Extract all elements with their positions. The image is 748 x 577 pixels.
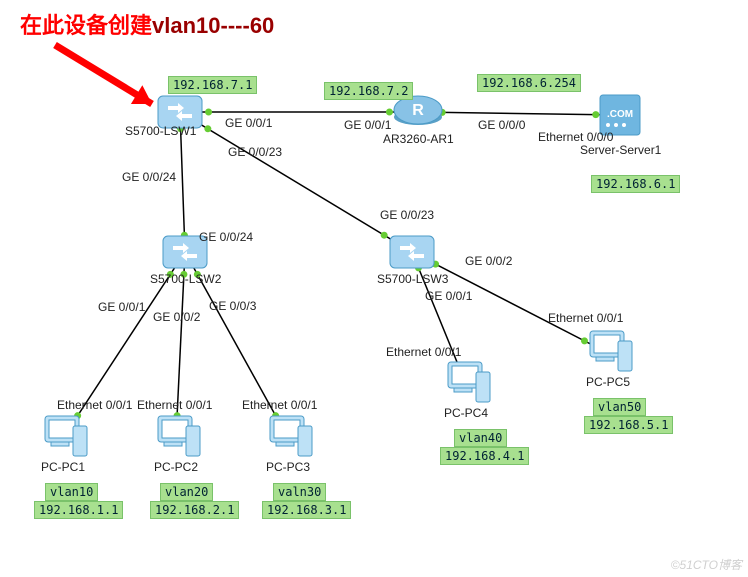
ip-label: valn30 (273, 483, 326, 501)
ip-label: 192.168.3.1 (262, 501, 351, 519)
diagram-canvas: R .COM 在此设备创建vlan10----60 ©51CTO博客 GE 0/0… (0, 0, 748, 577)
device-label: S5700-LSW3 (377, 272, 448, 286)
port-label: GE 0/0/1 (225, 116, 272, 130)
ip-label: vlan40 (454, 429, 507, 447)
port-label: GE 0/0/23 (228, 145, 282, 159)
device-label: PC-PC5 (586, 375, 630, 389)
ip-label: 192.168.7.2 (324, 82, 413, 100)
port-label: GE 0/0/1 (98, 300, 145, 314)
port-label: Ethernet 0/0/1 (548, 311, 623, 325)
port-label: Ethernet 0/0/1 (137, 398, 212, 412)
device-label: PC-PC1 (41, 460, 85, 474)
port-label: Ethernet 0/0/1 (386, 345, 461, 359)
ip-label: vlan10 (45, 483, 98, 501)
ip-label: 192.168.2.1 (150, 501, 239, 519)
svg-text:.COM: .COM (607, 109, 633, 120)
device-label: S5700-LSW2 (150, 272, 221, 286)
ip-label: vlan50 (593, 398, 646, 416)
svg-text:R: R (412, 102, 424, 119)
device-label: AR3260-AR1 (383, 132, 454, 146)
device-label: PC-PC4 (444, 406, 488, 420)
port-label: GE 0/0/1 (344, 118, 391, 132)
title: 在此设备创建vlan10----60 (20, 8, 274, 40)
ip-label: vlan20 (160, 483, 213, 501)
port-label: GE 0/0/2 (465, 254, 512, 268)
ip-label: 192.168.5.1 (584, 416, 673, 434)
port-label: Ethernet 0/0/1 (242, 398, 317, 412)
watermark: ©51CTO博客 (671, 556, 742, 573)
port-label: GE 0/0/2 (153, 310, 200, 324)
device-label: S5700-LSW1 (125, 124, 196, 138)
device-label: PC-PC3 (266, 460, 310, 474)
port-label: GE 0/0/24 (199, 230, 253, 244)
port-label: GE 0/0/23 (380, 208, 434, 222)
ip-label: 192.168.6.1 (591, 175, 680, 193)
title-darkred: vlan10----60 (152, 13, 274, 38)
ip-label: 192.168.1.1 (34, 501, 123, 519)
port-label: Ethernet 0/0/0 (538, 130, 613, 144)
ip-label: 192.168.4.1 (440, 447, 529, 465)
device-label: Server-Server1 (580, 143, 661, 157)
ip-label: 192.168.7.1 (168, 76, 257, 94)
port-label: Ethernet 0/0/1 (57, 398, 132, 412)
title-red: 在此设备创建 (20, 13, 152, 38)
ip-label: 192.168.6.254 (477, 74, 581, 92)
port-label: GE 0/0/0 (478, 118, 525, 132)
device-label: PC-PC2 (154, 460, 198, 474)
port-label: GE 0/0/3 (209, 299, 256, 313)
port-label: GE 0/0/24 (122, 170, 176, 184)
port-label: GE 0/0/1 (425, 289, 472, 303)
